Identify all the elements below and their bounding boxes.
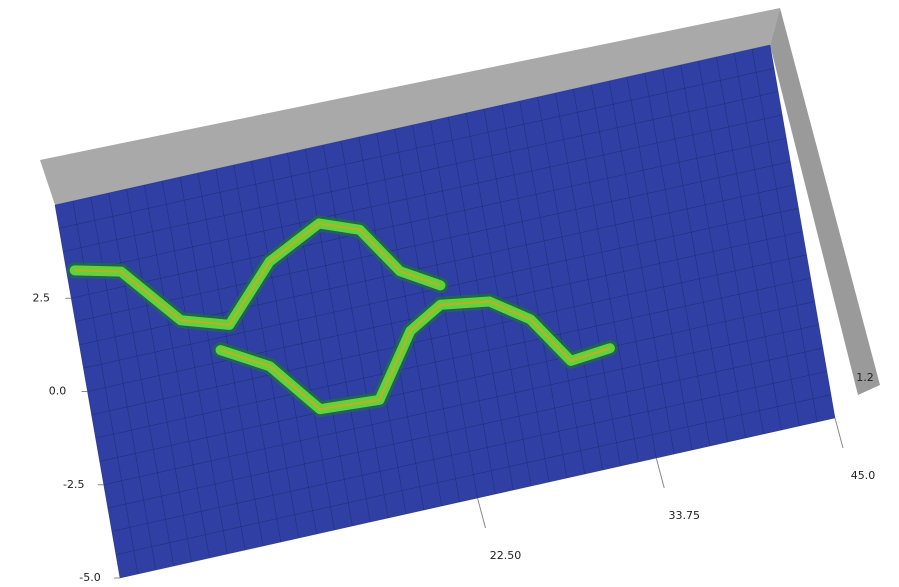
x-tick	[656, 458, 664, 488]
x-tick-label: 22.50	[490, 549, 522, 562]
y-tick-label: 2.5	[33, 291, 51, 304]
y-tick-label: -2.5	[63, 478, 84, 491]
y-tick-label: 0.0	[49, 385, 67, 398]
x-tick-label: 45.0	[851, 469, 876, 482]
x-tick	[835, 418, 843, 448]
x-tick	[478, 498, 486, 528]
x-tick-label: 33.75	[669, 509, 701, 522]
y-tick-label: -5.0	[79, 571, 100, 584]
chart: -5.0 -2.5 0.0 2.5 22.50 33.75 45.0 1.2	[0, 0, 899, 587]
z-tick-label: 1.2	[856, 371, 874, 384]
